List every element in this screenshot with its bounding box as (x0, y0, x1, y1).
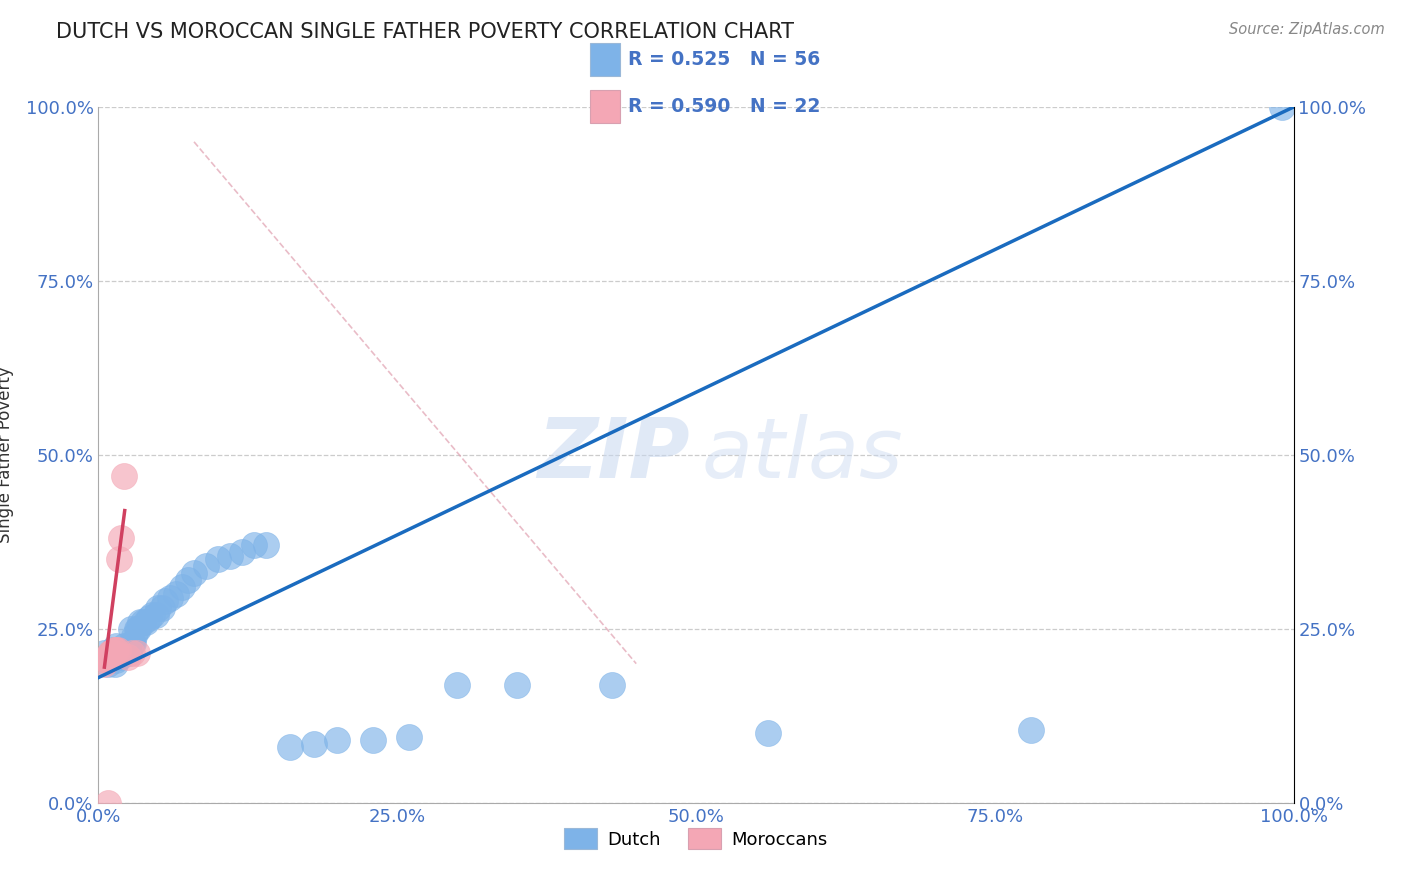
Text: R = 0.525   N = 56: R = 0.525 N = 56 (628, 50, 820, 69)
Y-axis label: Single Father Poverty: Single Father Poverty (0, 367, 14, 543)
Point (100, 646, 122, 660)
Point (112, 639, 135, 653)
Point (104, 657, 127, 671)
Point (101, 646, 124, 660)
Point (165, 587, 187, 601)
Point (105, 642, 128, 657)
Point (231, 545, 253, 559)
Point (122, 636, 145, 650)
Point (117, 649, 139, 664)
Point (101, 646, 124, 660)
Text: R = 0.590   N = 22: R = 0.590 N = 22 (628, 97, 821, 116)
Point (506, 677, 529, 691)
Point (363, 733, 385, 747)
Point (120, 622, 142, 636)
Point (111, 646, 134, 660)
Point (121, 636, 143, 650)
Point (602, 677, 624, 691)
Point (101, 642, 124, 657)
Point (219, 549, 242, 563)
Point (105, 639, 128, 653)
Legend: Dutch, Moroccans: Dutch, Moroccans (557, 822, 835, 856)
Point (107, 649, 129, 664)
Point (115, 642, 138, 657)
Point (103, 646, 125, 660)
Point (1271, 100, 1294, 114)
Point (107, 646, 129, 660)
Point (93, 646, 115, 660)
Point (302, 737, 325, 751)
Text: atlas: atlas (702, 415, 904, 495)
Point (114, 646, 136, 660)
Point (326, 733, 349, 747)
Point (108, 649, 131, 664)
Point (207, 552, 229, 566)
Point (756, 726, 779, 740)
Point (159, 591, 181, 605)
Point (124, 629, 146, 643)
Point (103, 642, 125, 657)
Point (110, 642, 132, 657)
Point (110, 532, 132, 546)
Point (177, 573, 200, 587)
Point (117, 646, 139, 660)
Point (121, 646, 143, 660)
Point (125, 622, 148, 636)
Point (94, 653, 117, 667)
Point (148, 601, 170, 615)
Point (145, 607, 167, 622)
Text: Source: ZipAtlas.com: Source: ZipAtlas.com (1229, 22, 1385, 37)
Point (129, 615, 152, 629)
Point (97, 657, 120, 671)
Point (195, 559, 218, 574)
Point (115, 642, 138, 657)
Point (93, 657, 115, 671)
Point (127, 622, 149, 636)
Point (183, 566, 205, 581)
Point (243, 538, 266, 552)
Point (98, 649, 122, 664)
Point (131, 615, 153, 629)
Point (150, 601, 173, 615)
Point (96, 653, 118, 667)
Point (118, 646, 141, 660)
Point (446, 677, 468, 691)
Point (105, 653, 128, 667)
Point (104, 642, 127, 657)
Point (112, 468, 135, 483)
Point (172, 580, 194, 594)
Point (97, 649, 120, 664)
Point (254, 538, 277, 552)
Point (278, 740, 301, 755)
Point (135, 615, 157, 629)
Text: DUTCH VS MOROCCAN SINGLE FATHER POVERTY CORRELATION CHART: DUTCH VS MOROCCAN SINGLE FATHER POVERTY … (56, 22, 794, 42)
Text: ZIP: ZIP (537, 415, 690, 495)
Point (398, 730, 420, 744)
Point (98, 646, 122, 660)
Point (1019, 723, 1042, 737)
Point (97, 796, 120, 810)
Point (138, 611, 160, 625)
Bar (591, 90, 620, 123)
Point (97, 653, 120, 667)
Point (107, 642, 129, 657)
Point (155, 594, 177, 608)
Point (107, 552, 129, 566)
Point (125, 646, 148, 660)
Point (141, 607, 163, 622)
Bar (591, 43, 620, 76)
Point (98, 649, 121, 664)
Point (98, 646, 122, 660)
